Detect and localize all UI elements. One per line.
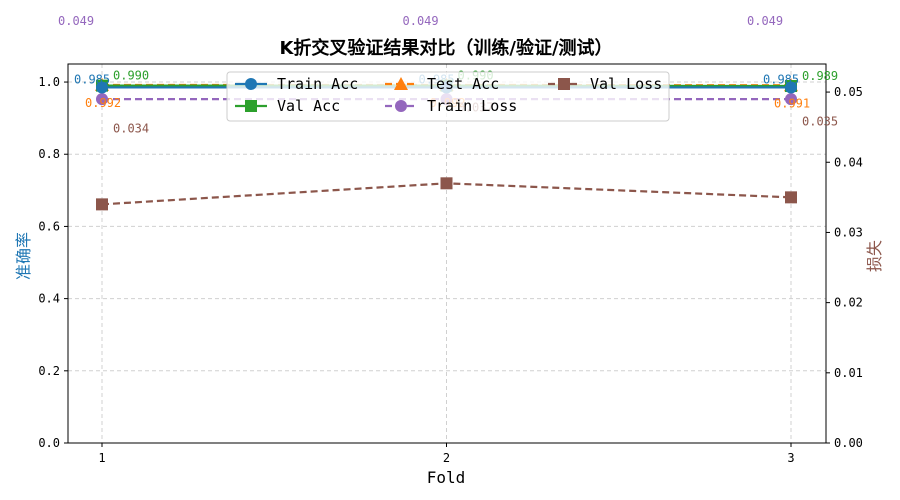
legend-marker <box>394 77 408 90</box>
data-label: 0.049 <box>403 14 439 28</box>
chart-title: K折交叉验证结果对比（训练/验证/测试） <box>279 37 612 59</box>
y-right-tick-label: 0.03 <box>834 225 863 239</box>
legend-label: Train Acc <box>277 75 358 93</box>
legend-entry-val-loss: Val Loss <box>548 75 662 93</box>
y-right-tick-label: 0.05 <box>834 85 863 99</box>
y-right-tick-label: 0.00 <box>834 436 863 450</box>
y-right-tick-label: 0.04 <box>834 155 863 169</box>
axes: 0.0 0.2 0.4 0.6 0.8 1.0 0.00 0.01 0.02 0.03 0.04 0.… <box>38 63 863 465</box>
data-point <box>440 177 453 190</box>
data-point <box>96 93 108 106</box>
y-right-tick-label: 0.02 <box>834 296 863 310</box>
legend-entry-train-loss: Train Loss <box>385 97 517 115</box>
legend-entry-train-acc: Train Acc <box>235 75 358 93</box>
data-label: 0.035 <box>802 114 838 128</box>
x-tick-label: 2 <box>443 451 450 465</box>
data-point <box>785 81 797 94</box>
y-axis-left-label: 准确率 <box>14 232 33 280</box>
series-val-loss <box>96 177 797 211</box>
y-left-tick-label: 0.6 <box>38 219 60 233</box>
data-label: 0.991 <box>774 96 810 110</box>
y-right-tick-label: 0.01 <box>834 366 863 380</box>
data-label: 0.049 <box>58 14 94 28</box>
y-axis-right-label: 损失 <box>865 240 884 272</box>
legend-label: Val Acc <box>277 97 340 115</box>
y-left-tick-label: 0.8 <box>38 147 60 161</box>
legend-label: Test Acc <box>427 75 499 93</box>
data-point <box>785 191 797 204</box>
y-left-tick-label: 1.0 <box>38 75 60 89</box>
legend-label: Val Loss <box>590 75 662 93</box>
x-tick-label: 1 <box>98 451 105 465</box>
data-label: 0.992 <box>85 96 121 110</box>
data-point <box>96 198 108 211</box>
y-left-tick-label: 0.2 <box>38 364 60 378</box>
data-point <box>785 93 797 106</box>
legend-entry-test-acc: Test Acc <box>385 75 499 93</box>
y-left-tick-label: 0.0 <box>38 436 60 450</box>
x-axis-label: Fold <box>427 468 466 487</box>
legend-marker <box>245 100 257 112</box>
legend-marker <box>558 78 570 90</box>
legend-label: Train Loss <box>427 97 517 115</box>
data-label: 0.985 <box>74 72 110 86</box>
data-label: 0.990 <box>113 69 149 83</box>
data-label: 0.034 <box>113 121 149 135</box>
data-label: 0.049 <box>747 14 783 28</box>
y-left-tick-label: 0.4 <box>38 292 60 306</box>
legend-entry-val-acc: Val Acc <box>235 97 340 115</box>
legend-marker <box>245 78 257 90</box>
legend-marker <box>395 100 407 112</box>
legend: Train Acc Val Acc Test Acc Train Loss Val Lo… <box>226 71 670 122</box>
data-point <box>96 81 108 94</box>
x-tick-label: 3 <box>787 451 794 465</box>
data-label: 0.985 <box>763 72 799 86</box>
data-label: 0.989 <box>802 69 838 83</box>
